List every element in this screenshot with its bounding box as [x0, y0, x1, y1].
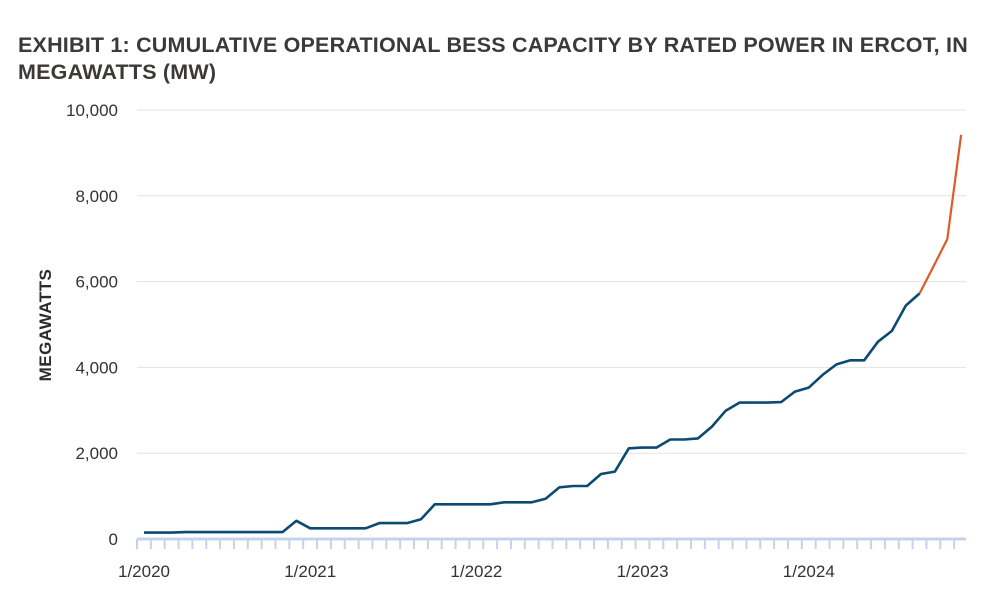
y-tick-label: 2,000	[75, 444, 118, 463]
x-tick-label: 1/2021	[284, 562, 336, 581]
y-tick-label: 6,000	[75, 273, 118, 292]
projected-series-line	[918, 134, 963, 294]
x-tick-label: 1/2024	[783, 562, 835, 581]
y-tick-label: 0	[109, 530, 118, 549]
y-tick-label: 4,000	[75, 358, 118, 377]
y-axis-label: MEGAWATTS	[36, 269, 55, 382]
x-axis: 1/2020 1/2021 1/2022 1/2023 1/2024	[118, 537, 966, 581]
chart-title: EXHIBIT 1: CUMULATIVE OPERATIONAL BESS C…	[18, 33, 968, 84]
series-lines	[143, 134, 963, 534]
gridlines	[137, 109, 966, 454]
x-tick-label: 1/2023	[617, 562, 669, 581]
historical-series-line	[144, 292, 921, 534]
x-tick-label: 1/2022	[450, 562, 502, 581]
y-axis-ticks: 0 2,000 4,000 6,000 8,000 10,000	[66, 101, 118, 549]
y-tick-label: 10,000	[66, 101, 118, 120]
x-tick-label: 1/2020	[118, 562, 170, 581]
y-tick-label: 8,000	[75, 187, 118, 206]
